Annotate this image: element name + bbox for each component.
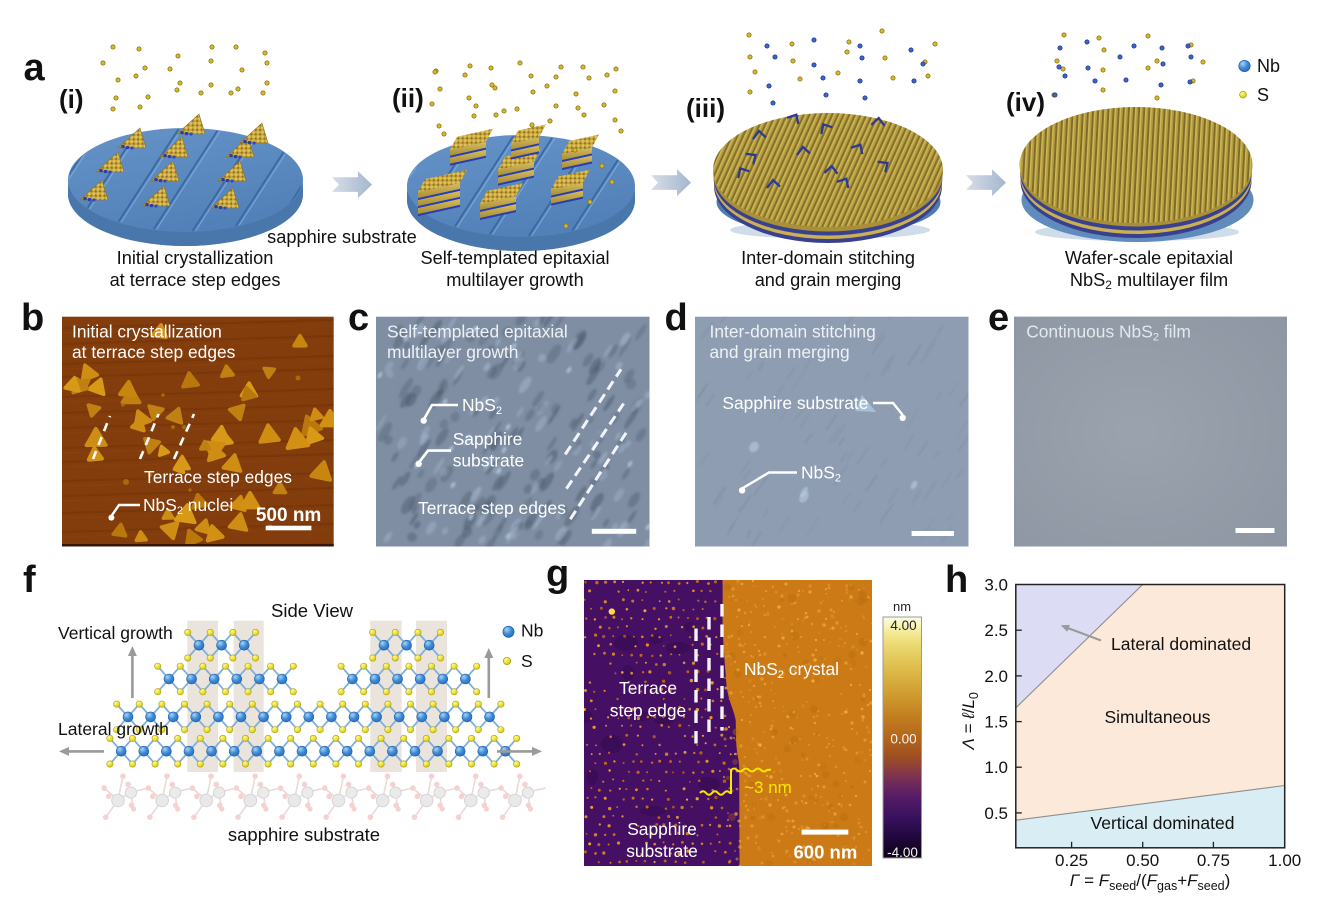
- svg-text:Terrace step edges: Terrace step edges: [418, 498, 566, 518]
- svg-text:2.5: 2.5: [984, 621, 1008, 640]
- svg-text:sapphire substrate: sapphire substrate: [267, 227, 417, 247]
- svg-text:and grain merging: and grain merging: [710, 342, 850, 362]
- svg-text:600 nm: 600 nm: [794, 842, 858, 863]
- svg-text:substrate: substrate: [626, 841, 698, 861]
- svg-text:1.5: 1.5: [984, 713, 1008, 732]
- svg-text:0.75: 0.75: [1197, 851, 1230, 870]
- svg-text:Vertical dominated: Vertical dominated: [1091, 813, 1235, 833]
- svg-text:S: S: [1257, 85, 1269, 105]
- svg-text:500 nm: 500 nm: [256, 505, 321, 526]
- svg-text:NbS2​ crystal: NbS2​ crystal: [744, 659, 839, 681]
- svg-text:-4.00: -4.00: [887, 845, 918, 860]
- svg-text:a: a: [24, 47, 46, 89]
- svg-text:Nb: Nb: [521, 621, 543, 641]
- svg-text:b: b: [21, 297, 44, 339]
- svg-text:2.0: 2.0: [984, 667, 1008, 686]
- svg-text:Inter-domain stitching: Inter-domain stitching: [741, 248, 915, 268]
- svg-text:0.25: 0.25: [1055, 851, 1088, 870]
- svg-text:(iv): (iv): [1006, 87, 1045, 117]
- svg-text:Lateral growth: Lateral growth: [58, 719, 169, 739]
- svg-text:step edge: step edge: [610, 701, 686, 721]
- svg-text:at terrace step edges: at terrace step edges: [110, 270, 281, 290]
- svg-text:NbS2​: NbS2​: [462, 395, 502, 417]
- svg-text:Simultaneous: Simultaneous: [1104, 707, 1210, 727]
- svg-text:Lateral dominated: Lateral dominated: [1111, 634, 1251, 654]
- svg-text:1.00: 1.00: [1268, 851, 1301, 870]
- svg-text:Sapphire: Sapphire: [453, 429, 523, 449]
- svg-text:0.5: 0.5: [984, 804, 1008, 823]
- svg-text:nm: nm: [893, 599, 911, 614]
- svg-text:Sapphire: Sapphire: [627, 819, 697, 839]
- svg-text:Wafer-scale epitaxial: Wafer-scale epitaxial: [1065, 248, 1233, 268]
- svg-text:and grain merging: and grain merging: [755, 270, 902, 290]
- svg-text:Inter-domain stitching: Inter-domain stitching: [710, 321, 876, 341]
- svg-text:Self-templated epitaxial: Self-templated epitaxial: [420, 248, 609, 268]
- svg-text:NbS2​: NbS2​: [801, 463, 841, 485]
- svg-text:0.50: 0.50: [1126, 851, 1159, 870]
- svg-text:Vertical growth: Vertical growth: [58, 623, 173, 643]
- svg-text:Terrace: Terrace: [619, 678, 677, 698]
- svg-text:(i): (i): [59, 84, 84, 114]
- svg-text:multilayer growth: multilayer growth: [387, 342, 518, 362]
- svg-text:4.00: 4.00: [890, 618, 916, 633]
- svg-text:c: c: [348, 297, 369, 339]
- svg-text:Λ = ℓ/L0​: Λ = ℓ/L0​: [959, 692, 981, 750]
- svg-text:at terrace step edges: at terrace step edges: [72, 342, 236, 362]
- svg-text:(iii): (iii): [686, 93, 725, 123]
- svg-text:3.0: 3.0: [984, 576, 1008, 595]
- svg-text:0.00: 0.00: [890, 732, 916, 747]
- svg-text:S: S: [521, 651, 533, 671]
- svg-text:~3 nm: ~3 nm: [744, 778, 792, 797]
- svg-text:d: d: [665, 297, 688, 339]
- svg-text:NbS2​ nuclei: NbS2​ nuclei: [143, 495, 233, 517]
- svg-text:Self-templated epitaxial: Self-templated epitaxial: [387, 321, 568, 341]
- svg-text:g: g: [546, 553, 569, 595]
- svg-text:Side View: Side View: [271, 600, 354, 621]
- svg-text:Terrace step edges: Terrace step edges: [144, 467, 292, 487]
- svg-text:1.0: 1.0: [984, 758, 1008, 777]
- svg-text:NbS2​ multilayer film: NbS2​ multilayer film: [1070, 270, 1228, 292]
- svg-text:e: e: [988, 297, 1009, 339]
- svg-text:Initial crystallization: Initial crystallization: [72, 321, 222, 341]
- svg-text:multilayer growth: multilayer growth: [446, 270, 583, 290]
- svg-text:substrate: substrate: [453, 451, 525, 471]
- svg-text:(ii): (ii): [392, 83, 424, 113]
- svg-text:h: h: [945, 559, 968, 601]
- svg-text:f: f: [23, 559, 36, 601]
- svg-text:Nb: Nb: [1257, 56, 1280, 76]
- svg-text:sapphire substrate: sapphire substrate: [228, 824, 380, 845]
- svg-text:Sapphire substrate: Sapphire substrate: [722, 393, 868, 413]
- svg-text:Continuous NbS2​ film: Continuous NbS2​ film: [1026, 322, 1191, 344]
- svg-text:Initial crystallization: Initial crystallization: [117, 248, 274, 268]
